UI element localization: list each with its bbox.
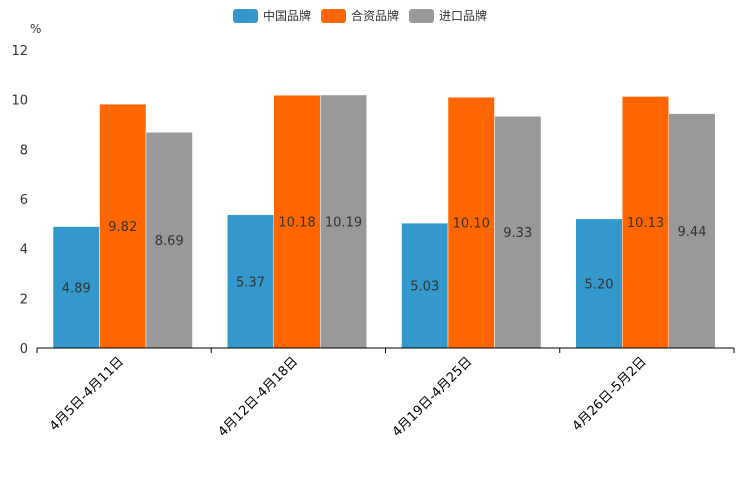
legend-item-joint-venture-brand[interactable]: 合资品牌 (321, 7, 399, 24)
data-label-series-2-category-0: 8.69 (155, 234, 184, 249)
data-label-series-0-category-3: 5.20 (585, 277, 614, 292)
bar-series-1-category-1 (273, 94, 321, 349)
legend-swatch-import-brand (409, 8, 435, 23)
x-tick-label-2: 4月19日-4月25日 (390, 354, 476, 440)
bar-series-2-category-1 (320, 94, 367, 349)
data-label-series-2-category-2: 9.33 (503, 226, 532, 241)
y-tick-label-1: 2 (20, 292, 28, 307)
y-tick-label-5: 10 (11, 94, 28, 109)
data-label-series-2-category-1: 10.19 (325, 215, 362, 230)
legend-item-import-brand[interactable]: 进口品牌 (409, 7, 487, 24)
legend-label-import-brand: 进口品牌 (439, 9, 488, 23)
x-tick-label-0: 4月5日-4月11日 (47, 354, 127, 434)
bar-series-0-category-3 (575, 218, 623, 349)
y-tick-label-2: 4 (20, 243, 28, 258)
legend-item-china-brand[interactable]: 中国品牌 (233, 7, 311, 24)
x-tick-label-3: 4月26日-5月2日 (570, 354, 650, 434)
bar-series-2-category-3 (668, 113, 716, 349)
data-label-series-1-category-0: 9.82 (108, 220, 137, 235)
data-label-series-1-category-2: 10.10 (453, 217, 490, 232)
data-label-series-0-category-0: 4.89 (62, 281, 91, 296)
bar-series-2-category-0 (145, 131, 193, 349)
y-axis-unit: % (30, 22, 42, 36)
legend-swatch-joint-venture-brand (321, 8, 347, 23)
legend-swatch-china-brand (233, 8, 258, 23)
bar-series-0-category-2 (401, 222, 449, 349)
data-label-series-1-category-1: 10.18 (278, 216, 315, 231)
bar-series-2-category-2 (494, 116, 542, 349)
chart-legend: 中国品牌 合资品牌 进口品牌 (233, 7, 497, 24)
y-tick-label-0: 0 (20, 342, 28, 357)
y-tick-label-3: 6 (20, 193, 28, 208)
data-label-series-0-category-1: 5.37 (236, 275, 265, 290)
legend-label-joint-venture-brand: 合资品牌 (351, 9, 400, 23)
x-tick-label-1: 4月12日-4月18日 (215, 354, 301, 440)
bar-series-0-category-1 (227, 214, 274, 349)
bar-series-1-category-0 (99, 103, 147, 349)
y-tick-label-6: 12 (11, 44, 28, 59)
data-label-series-2-category-3: 9.44 (678, 225, 707, 240)
data-label-series-0-category-2: 5.03 (410, 280, 439, 295)
y-tick-label-4: 8 (20, 143, 28, 158)
bar-series-1-category-2 (447, 96, 495, 349)
legend-label-china-brand: 中国品牌 (263, 9, 312, 23)
data-label-series-1-category-3: 10.13 (627, 216, 664, 231)
